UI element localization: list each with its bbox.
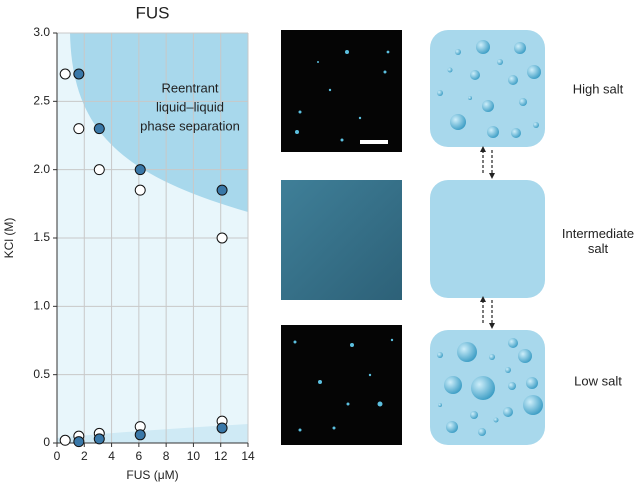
- y-tick-label: 2.5: [33, 94, 50, 108]
- droplets: [293, 338, 394, 432]
- arrows: [482, 150, 493, 325]
- point: [93, 164, 105, 176]
- x-tick-label: 14: [241, 449, 255, 463]
- micrograph-low: [281, 325, 402, 445]
- arrowheads: [480, 146, 495, 329]
- point: [93, 433, 105, 445]
- point: [73, 123, 85, 135]
- schematics: [430, 30, 545, 445]
- point: [73, 68, 85, 80]
- point: [59, 434, 71, 446]
- y-tick-label: 2.0: [33, 162, 50, 176]
- y-tick-label: 1.0: [33, 299, 50, 313]
- chart-title: FUS: [136, 3, 170, 22]
- x-axis-label: FUS (μM): [126, 468, 178, 482]
- x-tick-label: 6: [136, 449, 143, 463]
- x-tick-label: 0: [54, 449, 61, 463]
- y-tick-label: 0: [43, 435, 50, 449]
- point: [216, 232, 228, 244]
- annotation: Reentrant: [161, 80, 218, 95]
- micrograph-intermediate: [281, 180, 402, 300]
- x-tick-label: 4: [108, 449, 115, 463]
- x-tick-label: 2: [81, 449, 88, 463]
- y-tick-label: 0.5: [33, 367, 50, 381]
- x-tick-label: 12: [214, 449, 228, 463]
- annotation: liquid–liquid: [156, 99, 224, 114]
- y-tick-label: 3.0: [33, 25, 50, 39]
- droplets: [295, 50, 390, 142]
- panel-label: Intermediate salt: [561, 226, 635, 256]
- schematic-droplets: [437, 40, 541, 138]
- annotation: phase separation: [140, 118, 240, 133]
- scale-bar: [360, 140, 388, 144]
- micrograph-high: [281, 30, 402, 152]
- reentrant-region: [70, 33, 248, 212]
- point: [93, 123, 105, 135]
- point: [216, 184, 228, 196]
- schematic-droplets: [437, 338, 543, 436]
- point: [216, 422, 228, 434]
- micrographs: [281, 30, 402, 445]
- point: [59, 68, 71, 80]
- point: [73, 436, 85, 448]
- point: [134, 184, 146, 196]
- x-tick-label: 8: [163, 449, 170, 463]
- schematic-intermediate: [430, 180, 545, 298]
- point: [134, 429, 146, 441]
- x-tick-label: 10: [187, 449, 201, 463]
- y-tick-label: 1.5: [33, 230, 50, 244]
- y-axis-label: KCl (M): [2, 218, 16, 259]
- panel-label: High salt: [572, 81, 624, 97]
- panel-label: Low salt: [574, 373, 622, 389]
- point: [134, 164, 146, 176]
